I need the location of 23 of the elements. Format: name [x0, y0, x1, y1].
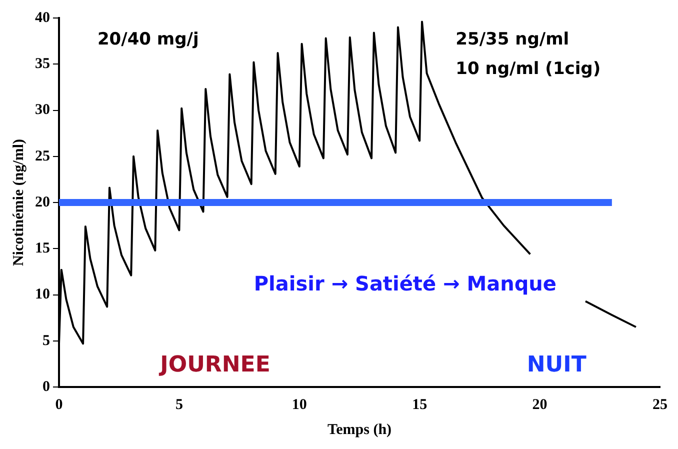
annotation: 20/40 mg/j [97, 30, 199, 50]
y-tick-label: 20 [35, 194, 50, 210]
x-tick-label: 10 [292, 396, 307, 413]
x-tick-label: 5 [175, 396, 183, 413]
y-tick-label: 25 [35, 148, 50, 164]
x-tick-label: 25 [652, 396, 668, 413]
y-tick-label: 40 [35, 10, 50, 26]
annotation: 10 ng/ml (1cig) [456, 59, 601, 80]
y-tick-label: 15 [35, 240, 50, 256]
annotation: Plaisir → Satiété → Manque [254, 272, 556, 296]
y-tick-label: 5 [42, 332, 50, 349]
annotation: JOURNEE [158, 352, 270, 378]
x-tick-label: 0 [55, 396, 63, 413]
y-tick-label: 35 [35, 56, 50, 72]
y-axis-title: Nicotinémie (ng/ml) [10, 138, 27, 266]
y-tick-label: 10 [35, 286, 50, 303]
y-tick-label: 30 [35, 102, 50, 118]
x-axis-title: Temps (h) [327, 422, 392, 438]
y-tick-label: 0 [42, 378, 50, 395]
x-tick-label: 15 [412, 396, 428, 413]
annotation: NUIT [526, 352, 586, 378]
annotation: 25/35 ng/ml [456, 30, 570, 50]
x-tick-label: 20 [532, 396, 548, 413]
